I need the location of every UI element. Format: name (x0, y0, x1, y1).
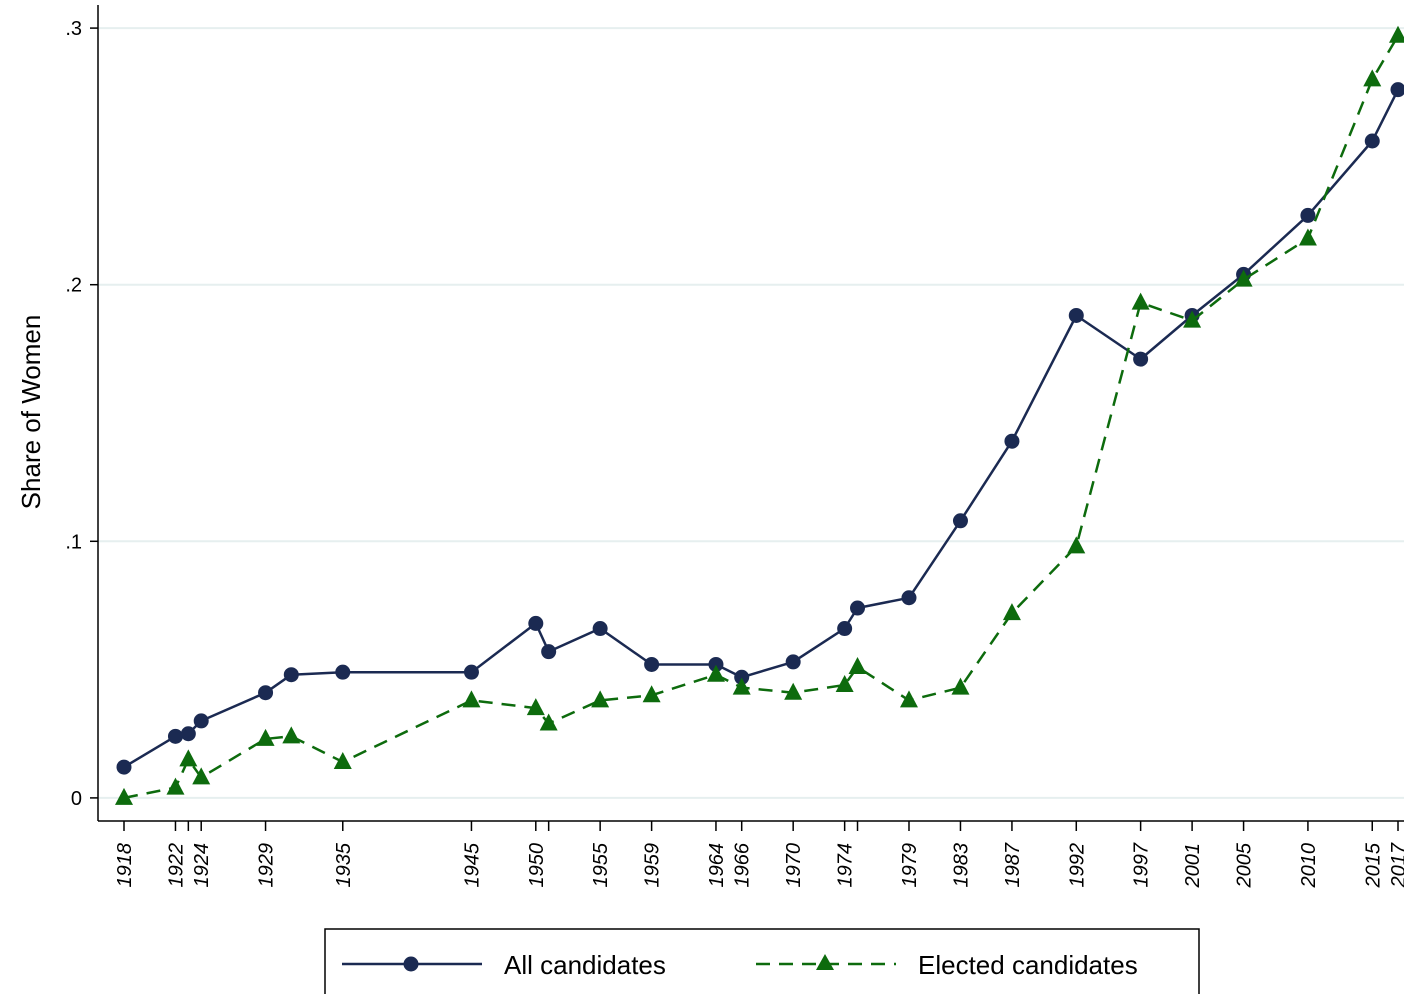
data-point-circle (850, 600, 866, 616)
axes (97, 5, 1404, 822)
legend-label-elected: Elected candidates (918, 950, 1138, 980)
data-point-circle (258, 685, 274, 701)
data-point-triangle (115, 787, 133, 805)
x-tick-label: 1918 (114, 843, 136, 888)
x-ticks: 1918 1922 1924 1929 1935 1945 1950 1955 1959 1964… (114, 821, 1404, 889)
series (115, 25, 1404, 805)
data-point-triangle (526, 698, 545, 716)
x-tick-label: 2005 (1234, 842, 1256, 888)
data-point-circle (1390, 82, 1404, 98)
data-point-circle (734, 669, 750, 685)
data-point-triangle (1389, 25, 1404, 43)
data-point-triangle (1183, 310, 1202, 328)
x-tick-label: 1964 (706, 843, 728, 888)
data-point-circle (785, 654, 801, 670)
data-point-triangle (333, 751, 352, 769)
x-tick-label: 2010 (1298, 843, 1320, 889)
data-point-circle (644, 656, 660, 672)
legend-label-all: All candidates (504, 950, 666, 980)
legend-marker-elected (816, 954, 834, 970)
data-point-triangle (1363, 69, 1382, 87)
data-point-circle (283, 667, 299, 683)
y-tick-label: .1 (65, 531, 82, 553)
data-point-circle (837, 621, 853, 637)
x-tick-label: 1924 (191, 843, 213, 888)
data-point-triangle (1298, 228, 1317, 246)
x-tick-label: 2015 (1362, 842, 1384, 888)
data-point-circle (193, 713, 209, 729)
y-axis-title: Share of Women (16, 315, 46, 510)
data-point-triangle (899, 690, 918, 708)
data-point-triangle (951, 677, 970, 695)
data-point-triangle (166, 777, 185, 795)
data-point-triangle (848, 657, 867, 675)
data-point-triangle (192, 767, 211, 785)
x-tick-label: 1955 (590, 842, 612, 887)
data-point-circle (528, 615, 544, 631)
y-tick-label: .3 (65, 18, 82, 40)
legend: All candidates Elected candidates (324, 928, 1200, 994)
data-point-circle (541, 644, 557, 660)
data-point-triangle (462, 690, 481, 708)
data-point-circle (167, 728, 183, 744)
data-point-circle (180, 726, 196, 742)
data-point-circle (335, 664, 351, 680)
data-point-circle (708, 656, 724, 672)
series-line-elected-candidates (123, 35, 1400, 800)
data-point-triangle (1131, 292, 1150, 310)
data-point-circle (592, 621, 608, 637)
x-tick-label: 1950 (526, 843, 548, 888)
x-tick-label: 1992 (1066, 843, 1088, 888)
x-tick-label: 1959 (642, 843, 664, 888)
x-tick-label: 1974 (835, 843, 857, 888)
data-point-triangle (539, 713, 558, 731)
data-point-circle (952, 513, 968, 529)
data-point-triangle (1067, 536, 1086, 554)
data-point-triangle (179, 749, 198, 767)
x-tick-label: 1979 (899, 843, 921, 888)
legend-marker-all (403, 956, 419, 972)
data-point-triangle (732, 677, 751, 695)
x-tick-label: 1987 (1002, 842, 1024, 887)
x-tick-label: 1922 (165, 843, 187, 888)
x-tick-label: 1970 (783, 843, 805, 888)
legend-box (324, 928, 1200, 994)
data-point-circle (1300, 207, 1316, 223)
data-point-triangle (1234, 269, 1253, 287)
x-tick-label: 1945 (461, 842, 483, 887)
data-point-circle (1133, 351, 1149, 367)
x-tick-label: 1929 (256, 843, 278, 888)
data-point-triangle (256, 728, 275, 746)
data-point-circle (1004, 433, 1020, 449)
data-point-triangle (282, 726, 301, 744)
x-tick-label: 1983 (950, 843, 972, 888)
x-tick-label: 1935 (333, 842, 355, 887)
data-point-circle (463, 664, 479, 680)
data-point-triangle (706, 664, 725, 682)
y-ticks: 0 .1 .2 .3 (65, 18, 98, 810)
series-line-all-candidates (123, 89, 1400, 769)
data-point-triangle (835, 675, 854, 692)
data-point-circle (1364, 133, 1380, 149)
data-point-triangle (642, 685, 661, 703)
data-point-triangle (591, 690, 610, 708)
x-tick-label: 2017 (1388, 842, 1404, 888)
data-point-triangle (784, 682, 803, 700)
data-point-circle (901, 590, 917, 606)
data-point-circle (1068, 307, 1084, 323)
x-tick-label: 1997 (1131, 842, 1153, 887)
x-tick-label: 2001 (1182, 843, 1204, 889)
data-point-circle (116, 759, 132, 775)
y-tick-label: .2 (65, 275, 82, 297)
x-tick-label: 1966 (732, 842, 754, 887)
data-point-triangle (1002, 603, 1021, 621)
gridlines (98, 27, 1404, 799)
y-tick-label: 0 (71, 788, 82, 810)
